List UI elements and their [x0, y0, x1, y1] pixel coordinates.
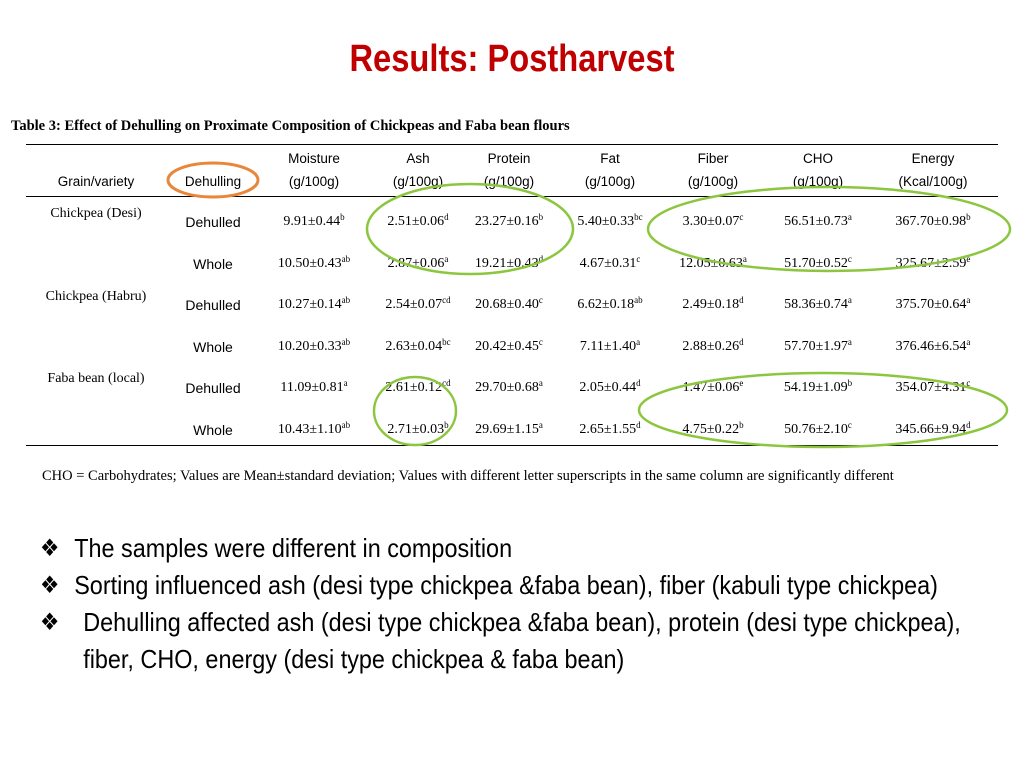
column-header: Fiber	[697, 151, 729, 166]
table-cell: 345.66±9.94d	[895, 420, 971, 438]
column-header: Ash	[406, 151, 430, 166]
table-cell: 354.07±4.31c	[895, 378, 971, 396]
dehulling-cell: Dehulled	[185, 380, 241, 396]
column-header: (g/100g)	[584, 174, 636, 189]
column-header: (g/100g)	[288, 174, 340, 189]
column-header: CHO	[803, 151, 833, 166]
bullet-list: ❖ The samples were different in composit…	[40, 530, 1000, 678]
table-cell: 29.69±1.15a	[475, 420, 543, 438]
table-cell: 20.68±0.40c	[475, 295, 543, 313]
table-cell: 10.27±0.14ab	[277, 295, 351, 313]
table-footnote: CHO = Carbohydrates; Values are Mean±sta…	[42, 468, 894, 484]
table-cell: 50.76±2.10c	[784, 420, 852, 438]
table-cell: 58.36±0.74a	[784, 295, 852, 313]
column-header: Energy	[911, 151, 955, 166]
table-cell: 20.42±0.45c	[475, 337, 543, 355]
bullet-item: ❖ Dehulling affected ash (desi type chic…	[40, 604, 1021, 678]
diamond-bullet-icon: ❖	[40, 609, 60, 636]
dehulling-cell: Whole	[193, 256, 233, 272]
header-grain: Grain/variety	[57, 174, 135, 189]
table-cell: 12.05±0.63a	[679, 254, 747, 272]
table-cell: 10.43±1.10ab	[277, 420, 351, 438]
table-cell: 2.49±0.18d	[682, 295, 744, 313]
grain-label: Faba bean (local)	[47, 371, 145, 386]
bullet-item: ❖ Sorting influenced ash (desi type chic…	[40, 567, 1021, 604]
table-cell: 2.65±1.55d	[579, 420, 641, 438]
table-caption: Table 3: Effect of Dehulling on Proximat…	[11, 118, 570, 134]
table-cell: 2.88±0.26d	[682, 337, 744, 355]
table-cell: 325.67±2.59e	[895, 254, 971, 272]
table-header-rule	[26, 196, 998, 197]
table-cell: 51.70±0.52c	[784, 254, 852, 272]
column-header: Moisture	[288, 151, 340, 166]
table-cell: 56.51±0.73a	[784, 212, 852, 230]
column-header: Protein	[487, 151, 531, 166]
table-top-rule	[26, 144, 998, 145]
grain-label: Chickpea (Desi)	[50, 206, 142, 221]
table-bottom-rule	[26, 445, 998, 446]
dehulling-cell: Dehulled	[185, 214, 241, 230]
table-cell: 4.75±0.22b	[682, 420, 744, 438]
column-header: (g/100g)	[792, 174, 844, 189]
dehulling-cell: Whole	[193, 339, 233, 355]
column-header: Fat	[600, 151, 620, 166]
column-header: (g/100g)	[687, 174, 739, 189]
table-cell: 5.40±0.33bc	[577, 212, 643, 230]
table-cell: 9.91±0.44b	[283, 212, 345, 230]
table-cell: 29.70±0.68a	[475, 378, 543, 396]
table-cell: 376.46±6.54a	[895, 337, 971, 355]
table-cell: 6.62±0.18ab	[577, 295, 643, 313]
dehulling-cell: Whole	[193, 422, 233, 438]
grain-label: Chickpea (Habru)	[45, 289, 147, 304]
table-cell: 2.05±0.44d	[579, 378, 641, 396]
table-cell: 2.54±0.07cd	[385, 295, 451, 313]
header-dehulling: Dehulling	[184, 174, 242, 189]
table-cell: 7.11±1.40a	[579, 337, 641, 355]
table-cell: 10.20±0.33ab	[277, 337, 351, 355]
table-cell: 11.09±0.81a	[280, 378, 348, 396]
table-cell: 1.47±0.06e	[682, 378, 744, 396]
diamond-bullet-icon: ❖	[40, 572, 60, 599]
dehulling-cell: Dehulled	[185, 297, 241, 313]
table-cell: 54.19±1.09b	[783, 378, 853, 396]
table-cell: 4.67±0.31c	[579, 254, 641, 272]
table-cell: 10.50±0.43ab	[277, 254, 351, 272]
table-cell: 375.70±0.64a	[895, 295, 971, 313]
table-cell: 3.30±0.07c	[682, 212, 744, 230]
slide-title: Results: Postharvest	[349, 38, 675, 80]
table-cell: 367.70±0.98b	[895, 212, 971, 230]
table-cell: 57.70±1.97a	[784, 337, 852, 355]
table-cell: 2.63±0.04bc	[385, 337, 451, 355]
bullet-item: ❖ The samples were different in composit…	[40, 530, 1021, 567]
diamond-bullet-icon: ❖	[40, 535, 60, 562]
column-header: (Kcal/100g)	[898, 174, 968, 189]
